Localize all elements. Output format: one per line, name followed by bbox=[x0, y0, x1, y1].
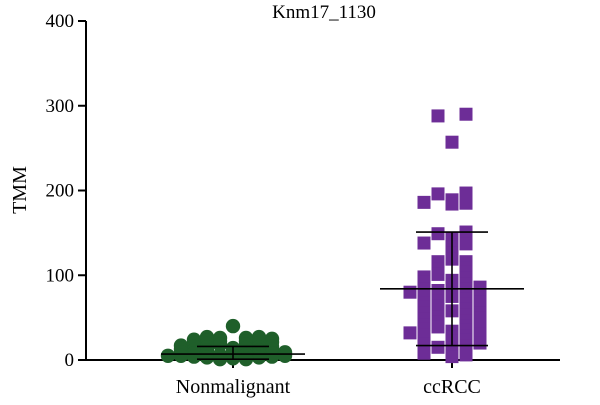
nonmalignant-point bbox=[160, 348, 176, 363]
nonmalignant-point bbox=[277, 348, 293, 363]
ccrcc-point bbox=[445, 197, 459, 211]
ccrcc-point bbox=[473, 295, 487, 309]
marks-layer bbox=[160, 107, 487, 367]
ccrcc-point bbox=[431, 187, 445, 201]
ccrcc-point bbox=[473, 336, 487, 350]
x-category-label: ccRCC bbox=[423, 376, 481, 398]
ccrcc-point bbox=[459, 186, 473, 200]
ccrcc-point bbox=[445, 135, 459, 149]
ccrcc-point bbox=[417, 346, 431, 360]
ccrcc-point bbox=[459, 348, 473, 362]
ccrcc-point bbox=[417, 195, 431, 209]
ccrcc-point bbox=[431, 284, 445, 298]
ccrcc-point bbox=[417, 236, 431, 250]
nonmalignant-point bbox=[186, 349, 202, 364]
nonmalignant-point bbox=[264, 349, 280, 364]
y-tick-label: 0 bbox=[65, 350, 75, 371]
ccrcc-point bbox=[431, 320, 445, 334]
ccrcc-point bbox=[431, 227, 445, 241]
y-tick-label: 400 bbox=[46, 11, 75, 32]
chart-title: Knm17_1130 bbox=[272, 2, 376, 23]
ccrcc-point bbox=[459, 196, 473, 210]
nonmalignant-point bbox=[199, 350, 215, 365]
nonmalignant-point bbox=[173, 348, 189, 363]
y-tick-label: 100 bbox=[46, 265, 75, 286]
nonmalignant-point bbox=[212, 337, 228, 352]
ccrcc-point bbox=[403, 326, 417, 340]
ccrcc-point bbox=[431, 340, 445, 354]
x-category-label: Nonmalignant bbox=[176, 376, 291, 398]
ccrcc-point bbox=[473, 317, 487, 331]
ccrcc-point bbox=[431, 109, 445, 123]
y-axis-title: TMM bbox=[9, 166, 31, 214]
ccrcc-point bbox=[431, 267, 445, 281]
ccrcc-point bbox=[459, 237, 473, 251]
ccrcc-point bbox=[445, 350, 459, 364]
ccrcc-point bbox=[459, 107, 473, 121]
summary-layer bbox=[161, 231, 524, 360]
ccrcc-point bbox=[403, 285, 417, 299]
y-tick-label: 300 bbox=[46, 96, 75, 117]
nonmalignant-point bbox=[251, 350, 267, 365]
nonmalignant-point bbox=[225, 318, 241, 334]
axes-layer bbox=[78, 20, 560, 368]
y-tick-label: 200 bbox=[46, 181, 75, 202]
ccrcc-point bbox=[431, 299, 445, 313]
labels-layer: 0 100 200 300 400 Nonmalignant ccRCC Knm17_1130… bbox=[9, 2, 481, 398]
